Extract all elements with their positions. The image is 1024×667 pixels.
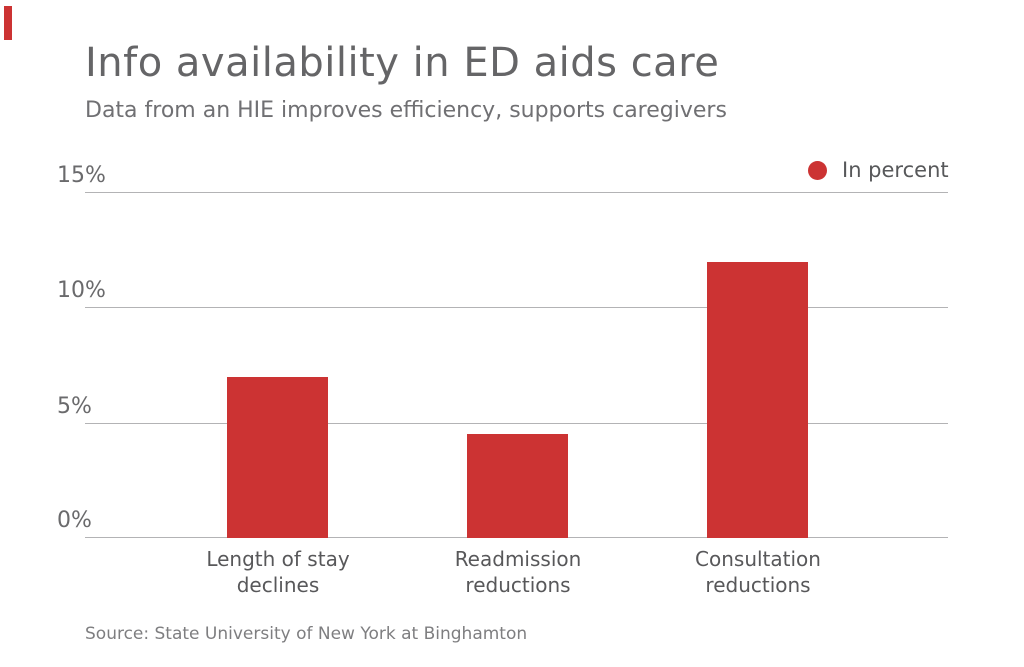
x-category-label: Length of stay declines bbox=[206, 547, 350, 597]
y-tick-label-15: 15% bbox=[57, 163, 106, 188]
gridline-15 bbox=[85, 192, 948, 193]
y-tick-label-10: 10% bbox=[57, 278, 106, 303]
accent-bar bbox=[4, 6, 12, 40]
y-tick-label-0: 0% bbox=[57, 508, 92, 533]
gridline-5 bbox=[85, 423, 948, 424]
x-category-label: Readmission reductions bbox=[454, 547, 582, 597]
bar-readmission-reductions bbox=[467, 434, 568, 538]
gridline-10 bbox=[85, 307, 948, 308]
legend-dot-icon bbox=[808, 160, 827, 180]
source-attribution: Source: State University of New York at … bbox=[85, 624, 528, 644]
chart-title: Info availability in ED aids care bbox=[85, 40, 720, 86]
legend-label: In percent bbox=[842, 158, 949, 182]
chart-subtitle: Data from an HIE improves efficiency, su… bbox=[85, 98, 727, 123]
x-category-label: Consultation reductions bbox=[695, 547, 821, 597]
y-tick-label-5: 5% bbox=[57, 394, 92, 419]
legend: In percent bbox=[808, 158, 949, 182]
bar-consultation-reductions bbox=[707, 262, 808, 538]
bar-length-of-stay-declines bbox=[227, 377, 328, 538]
